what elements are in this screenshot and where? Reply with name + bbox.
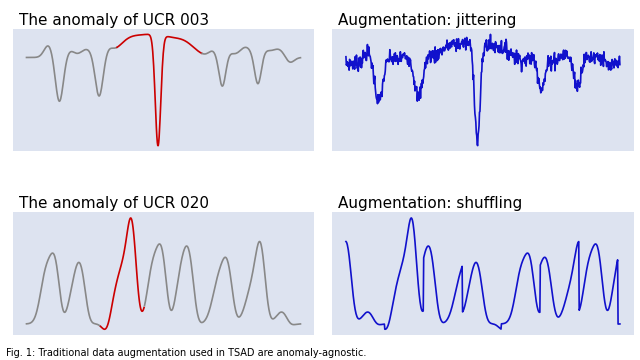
Text: The anomaly of UCR 020: The anomaly of UCR 020 <box>19 196 209 211</box>
Text: The anomaly of UCR 003: The anomaly of UCR 003 <box>19 13 209 28</box>
Text: Fig. 1: Traditional data augmentation used in TSAD are anomaly-agnostic.: Fig. 1: Traditional data augmentation us… <box>6 348 367 358</box>
Text: Augmentation: shuffling: Augmentation: shuffling <box>339 196 522 211</box>
Text: Augmentation: jittering: Augmentation: jittering <box>339 13 516 28</box>
